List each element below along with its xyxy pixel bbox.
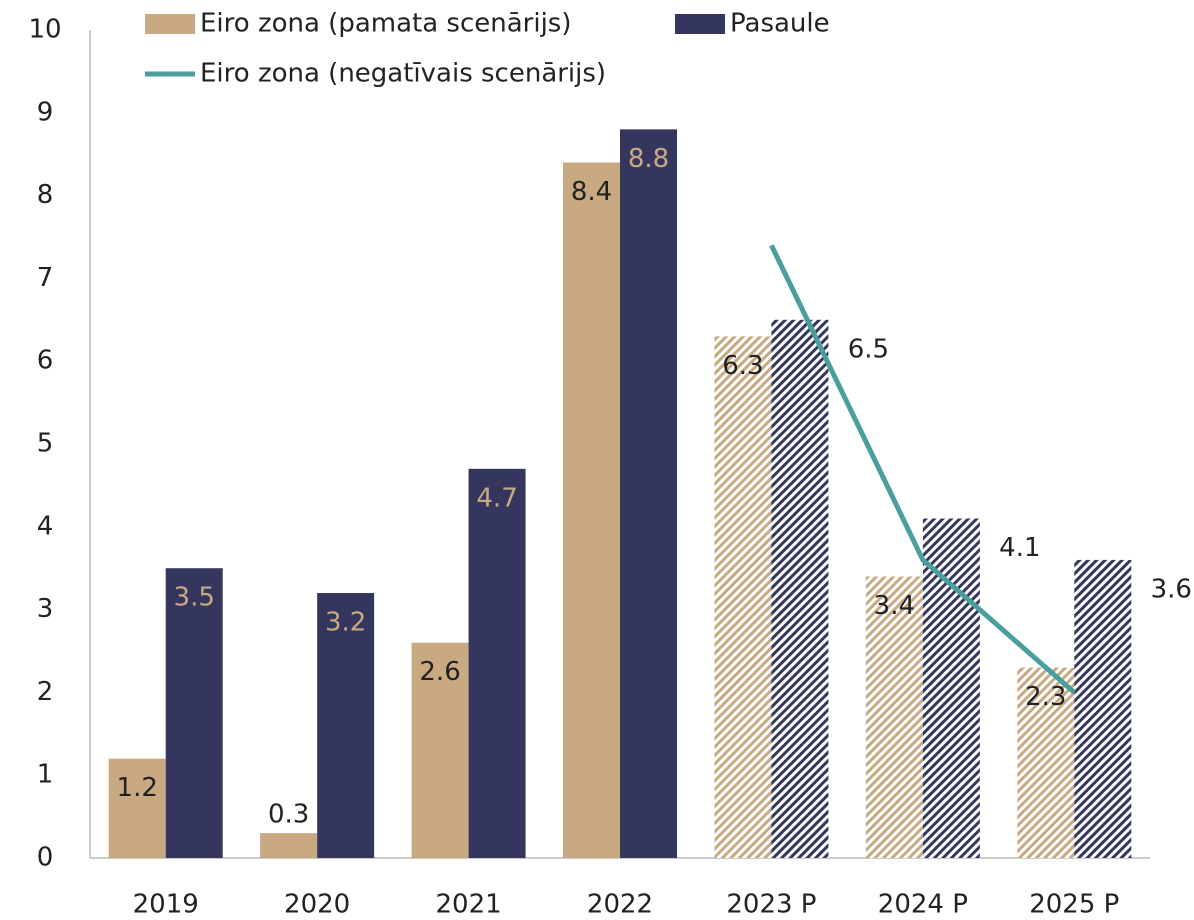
legend-label: Pasaule — [730, 9, 830, 39]
y-tick-label: 0 — [37, 843, 54, 873]
legend-label: Eiro zona (negatīvais scenārijs) — [200, 59, 606, 89]
x-tick-label: 2024 P — [878, 890, 968, 920]
data-label: 8.4 — [571, 177, 612, 207]
x-tick-label: 2025 P — [1029, 890, 1119, 920]
y-tick-label: 7 — [37, 263, 54, 293]
bar — [411, 642, 469, 858]
bar — [620, 129, 677, 859]
bar — [1074, 559, 1132, 858]
legend-swatch — [675, 14, 725, 34]
y-tick-label: 3 — [37, 594, 54, 624]
data-label: 6.5 — [848, 334, 889, 364]
bar — [1017, 667, 1075, 858]
bar — [714, 336, 772, 858]
bar — [260, 833, 318, 858]
data-label: 3.4 — [874, 591, 915, 621]
data-label: 3.6 — [1151, 574, 1192, 604]
bar — [165, 568, 223, 858]
data-label: 2.6 — [419, 657, 460, 687]
data-label: 8.8 — [628, 144, 669, 174]
bar — [563, 162, 620, 859]
data-label: 3.2 — [325, 608, 366, 638]
legend-swatch — [145, 14, 195, 34]
data-label: 4.7 — [476, 483, 517, 513]
data-label: 3.5 — [174, 583, 215, 613]
bar — [771, 319, 829, 858]
legend-label: Eiro zona (pamata scenārijs) — [200, 9, 571, 39]
data-label: 0.3 — [268, 800, 309, 830]
y-tick-label: 6 — [37, 346, 54, 376]
data-label: 2.3 — [1025, 682, 1066, 712]
y-tick-label: 5 — [37, 429, 54, 459]
y-tick-label: 9 — [37, 97, 54, 127]
x-tick-label: 2022 — [587, 890, 653, 920]
x-tick-label: 2021 — [435, 890, 501, 920]
x-tick-label: 2019 — [133, 890, 199, 920]
bar — [468, 468, 526, 858]
data-label: 1.2 — [117, 773, 158, 803]
x-tick-label: 2023 P — [726, 890, 816, 920]
line — [769, 244, 1076, 695]
x-tick-label: 2020 — [284, 890, 350, 920]
data-label: 6.3 — [722, 351, 763, 381]
y-tick-label: 10 — [28, 15, 61, 45]
data-label: 4.1 — [999, 533, 1040, 563]
bar — [108, 758, 166, 858]
y-tick-label: 4 — [37, 511, 54, 541]
y-tick-label: 8 — [37, 180, 54, 210]
bar — [865, 576, 923, 858]
y-tick-label: 2 — [37, 677, 54, 707]
bar — [922, 518, 980, 858]
bar — [317, 593, 375, 858]
y-tick-label: 1 — [37, 760, 54, 790]
